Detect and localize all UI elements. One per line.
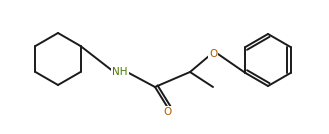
Text: O: O: [164, 107, 172, 117]
Text: NH: NH: [112, 67, 128, 77]
Text: O: O: [209, 49, 217, 59]
